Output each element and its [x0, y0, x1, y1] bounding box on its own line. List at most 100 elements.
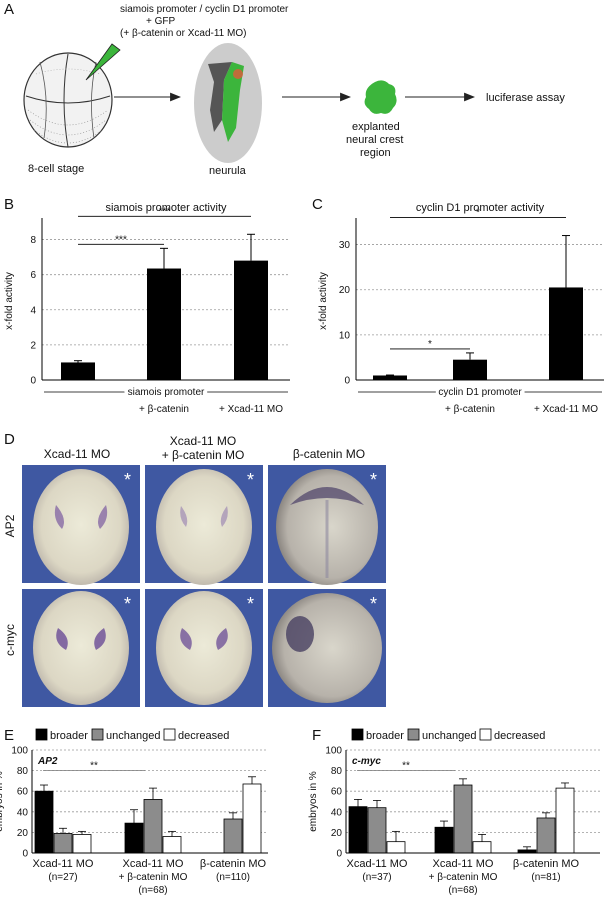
x-category-sublabel: (n=68) — [138, 885, 167, 896]
significance-label: * — [428, 339, 432, 350]
y-tick-label: 0 — [344, 376, 350, 387]
legend-swatch — [479, 728, 492, 741]
chart-title: c-myc — [352, 756, 381, 767]
x-category-sublabel: (n=27) — [48, 872, 77, 883]
significance-label: ** — [402, 761, 410, 772]
y-tick-label: 60 — [17, 787, 29, 798]
panel-letter: F — [312, 727, 321, 744]
bar — [348, 806, 368, 854]
group-label: cyclin D1 promoter — [438, 387, 522, 398]
stage-label-neurula: neurula — [209, 165, 247, 177]
y-tick-label: 60 — [331, 787, 343, 798]
y-tick-label: 0 — [22, 849, 28, 860]
y-tick-label: 2 — [30, 340, 36, 351]
legend-label: decreased — [494, 730, 545, 742]
bar — [453, 359, 487, 380]
legend-swatch — [163, 728, 176, 741]
row-label-ap2: AP2 — [3, 514, 17, 537]
photo-cmyc-xcad11: * — [22, 589, 140, 707]
y-tick-label: 100 — [11, 746, 28, 757]
injection-needle-icon — [85, 43, 121, 81]
y-tick-label: 30 — [339, 240, 351, 251]
significance-label: ** — [90, 761, 98, 772]
bar — [143, 799, 163, 854]
photo-ap2-xcad11: * — [22, 465, 140, 585]
x-category-label: + β-catenin — [139, 404, 189, 415]
significance-label: *** — [159, 206, 171, 217]
explant-label-2: neural crest — [346, 134, 403, 146]
bar — [472, 841, 492, 854]
explant-label-3: region — [360, 147, 391, 159]
x-category-label: Xcad-11 MO — [347, 858, 408, 870]
bar — [234, 260, 268, 380]
y-tick-label: 0 — [30, 376, 36, 387]
explant-label-1: explanted — [352, 121, 400, 133]
y-tick-label: 0 — [336, 849, 342, 860]
group-label: siamois promoter — [128, 387, 205, 398]
x-category-label: + Xcad-11 MO — [219, 404, 283, 415]
significance-label: *** — [115, 234, 127, 245]
legend-label: decreased — [178, 730, 229, 742]
assay-label: luciferase assay — [486, 92, 565, 104]
legend-label: broader — [50, 730, 88, 742]
x-category-label: + Xcad-11 MO — [534, 404, 598, 415]
injection-label-3: (+ β-catenin or Xcad-11 MO) — [120, 28, 246, 39]
stage-label-8-cell: 8-cell stage — [28, 163, 84, 175]
y-tick-label: 40 — [17, 807, 29, 818]
y-axis-label: x-fold activity — [318, 272, 329, 330]
y-tick-label: 20 — [17, 828, 29, 839]
panel-letter: B — [4, 196, 14, 213]
bar — [242, 783, 262, 854]
x-category-sublabel: (n=68) — [448, 885, 477, 896]
panel-letter: E — [4, 727, 14, 744]
bar — [147, 268, 181, 380]
bar — [367, 807, 387, 854]
bar — [61, 362, 95, 380]
bar — [555, 787, 575, 854]
bar — [72, 834, 92, 854]
bar — [53, 833, 73, 854]
y-tick-label: 80 — [331, 766, 343, 777]
bar — [124, 822, 144, 854]
injection-label-2: + GFP — [146, 16, 176, 27]
photo-cmyc-xcad11-bcat: * — [145, 589, 263, 707]
x-category-label: Xcad-11 MO — [33, 858, 94, 870]
bar — [373, 375, 407, 380]
bar — [453, 784, 473, 854]
bar — [549, 287, 583, 380]
y-tick-label: 6 — [30, 270, 36, 281]
bar — [223, 818, 243, 854]
y-tick-label: 80 — [17, 766, 29, 777]
photo-ap2-xcad11-bcat: * — [145, 465, 263, 585]
asterisk: * — [247, 594, 254, 614]
injection-label-1: siamois promoter / cyclin D1 promoter — [120, 4, 289, 15]
legend-swatch — [35, 728, 48, 741]
bar — [386, 841, 406, 854]
explant-icon — [364, 80, 397, 114]
y-tick-label: 8 — [30, 235, 36, 246]
legend-label: unchanged — [106, 730, 160, 742]
x-category-label: Xcad-11 MO — [433, 858, 494, 870]
panel-d: D Xcad-11 MO Xcad-11 MO + β-catenin MO β… — [3, 431, 386, 707]
bar — [536, 817, 556, 854]
y-tick-label: 20 — [331, 828, 343, 839]
panel-a: A siamois promoter / cyclin D1 promoter … — [4, 1, 565, 177]
asterisk: * — [124, 470, 131, 490]
x-category-label: + β-catenin — [445, 404, 495, 415]
x-category-sublabel: (n=37) — [362, 872, 391, 883]
y-axis-label: embryos in % — [308, 771, 319, 832]
legend-swatch — [91, 728, 104, 741]
y-axis-label: x-fold activity — [4, 272, 15, 330]
y-tick-label: 20 — [339, 285, 351, 296]
legend-label: unchanged — [422, 730, 476, 742]
chart-title: cyclin D1 promoter activity — [416, 202, 545, 214]
asterisk: * — [247, 470, 254, 490]
x-category-sublabel: + β-catenin MO — [119, 872, 188, 883]
x-category-label: β-catenin MO — [513, 858, 580, 870]
bar — [434, 826, 454, 854]
y-tick-label: 4 — [30, 305, 36, 316]
panel-letter-d: D — [4, 431, 15, 448]
